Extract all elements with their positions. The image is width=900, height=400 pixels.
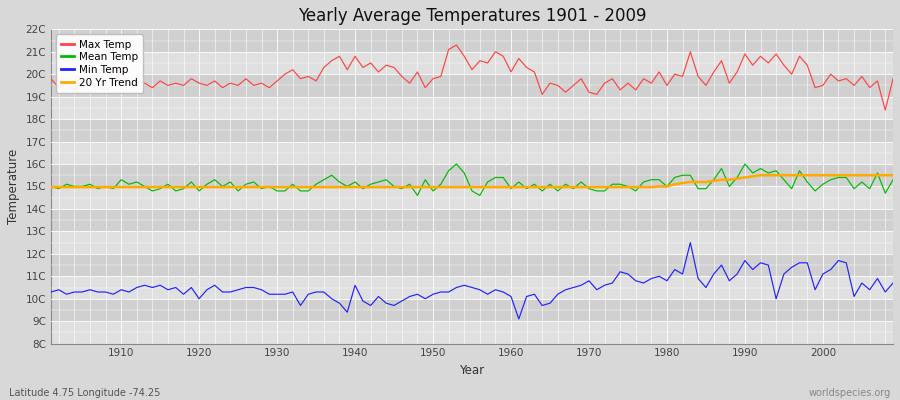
Title: Yearly Average Temperatures 1901 - 2009: Yearly Average Temperatures 1901 - 2009 (298, 7, 646, 25)
Bar (51, 74, 893, 97)
Bar (51, 29, 893, 52)
Bar (51, 52, 893, 74)
Bar (51, 97, 893, 119)
Bar (51, 186, 893, 209)
Y-axis label: Temperature: Temperature (7, 149, 20, 224)
Bar (51, 142, 893, 164)
Bar (51, 299, 893, 321)
Bar (51, 276, 893, 299)
Legend: Max Temp, Mean Temp, Min Temp, 20 Yr Trend: Max Temp, Mean Temp, Min Temp, 20 Yr Tre… (56, 34, 143, 93)
Bar (51, 254, 893, 276)
Bar (51, 119, 893, 142)
Bar (51, 321, 893, 344)
X-axis label: Year: Year (460, 364, 484, 377)
Bar (51, 164, 893, 186)
Bar (51, 231, 893, 254)
Text: worldspecies.org: worldspecies.org (809, 388, 891, 398)
Bar (51, 209, 893, 231)
Text: Latitude 4.75 Longitude -74.25: Latitude 4.75 Longitude -74.25 (9, 388, 160, 398)
